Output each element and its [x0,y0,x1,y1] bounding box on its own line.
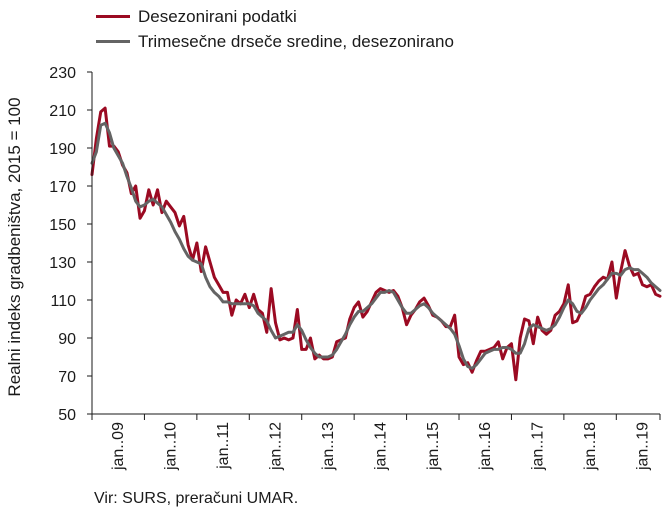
x-tick-label: jan..12 [268,422,285,471]
y-axis-title: Realni indeks gradbeništva, 2015 = 100 [5,97,24,396]
y-tick-label: 170 [49,179,76,196]
y-tick-label: 90 [58,331,76,348]
x-tick-label: jan..11 [215,422,232,470]
series-group [90,106,662,382]
legend-label-raw: Desezonirani podatki [138,6,297,26]
x-tick-label: jan..17 [530,422,547,471]
legend: Desezonirani podatki Trimesečne drseče s… [96,4,454,54]
y-tick-label: 210 [49,103,76,120]
x-tick-label: jan..16 [477,422,494,471]
y-tick-label: 130 [49,255,76,272]
y-tick-label: 190 [49,141,76,158]
y-tick-label: 230 [49,65,76,82]
legend-item-raw: Desezonirani podatki [96,4,454,29]
y-tick-label: 70 [58,369,76,386]
legend-item-moving-average: Trimesečne drseče sredine, desezonirano [96,29,454,54]
y-tick-label: 110 [50,293,76,310]
y-tick-label: 150 [49,217,76,234]
series-line-moving-average [90,121,662,370]
x-tick-label: jan..18 [582,422,599,471]
x-tick-label: jan..10 [163,422,180,471]
y-tick-label: 50 [58,407,76,424]
x-tick-label: jan..13 [320,422,337,471]
x-tick-label: jan..15 [425,422,442,471]
x-tick-label: jan..09 [110,422,127,471]
x-tick-label: jan..19 [635,422,652,471]
legend-swatch-raw [96,15,130,18]
legend-label-moving-average: Trimesečne drseče sredine, desezonirano [138,31,454,51]
legend-swatch-moving-average [96,40,130,43]
y-ticks: 50 70 90 110 130 150 170 190 210 230 [49,65,92,424]
x-tick-label: jan..14 [372,422,389,471]
x-ticks: jan..09 jan..10 jan..11 jan..12 jan..13 jan..… [91,414,661,471]
series-line-raw [90,106,662,382]
source-note: Vir: SURS, preračuni UMAR. [94,490,299,507]
